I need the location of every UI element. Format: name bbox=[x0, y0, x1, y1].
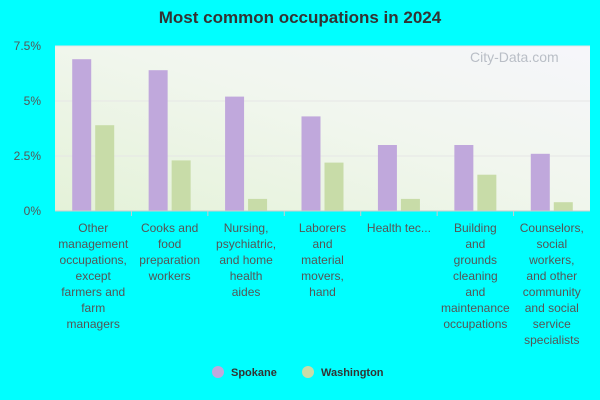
bar-spokane[interactable] bbox=[301, 116, 321, 211]
bar-spokane[interactable] bbox=[72, 59, 92, 212]
y-tick-label: 2.5% bbox=[14, 149, 42, 163]
bar-washington[interactable] bbox=[477, 174, 497, 211]
bar-washington[interactable] bbox=[400, 198, 420, 211]
bar-washington[interactable] bbox=[171, 160, 191, 211]
x-category-label: Health tec... bbox=[367, 221, 431, 235]
bar-washington[interactable] bbox=[553, 202, 573, 211]
y-tick-label: 5% bbox=[24, 94, 42, 108]
plot-area bbox=[55, 46, 590, 211]
legend-swatch-washington bbox=[302, 366, 314, 378]
legend-label-spokane: Spokane bbox=[231, 367, 277, 379]
legend-label-washington: Washington bbox=[321, 367, 384, 379]
bar-spokane[interactable] bbox=[148, 70, 168, 211]
watermark-text: City-Data.com bbox=[470, 49, 559, 65]
bar-spokane[interactable] bbox=[225, 96, 245, 211]
x-category-label: Nursing, psychiatric, and home health aides bbox=[216, 221, 276, 299]
bar-washington[interactable] bbox=[324, 162, 344, 211]
x-category-label: Counselors, social workers, and other commun… bbox=[520, 221, 584, 347]
bar-spokane[interactable] bbox=[377, 145, 397, 211]
legend-swatch-spokane bbox=[212, 366, 224, 378]
bar-washington[interactable] bbox=[248, 198, 268, 211]
y-tick-label: 0% bbox=[24, 204, 42, 218]
x-category-label: Laborers and material movers, hand bbox=[299, 221, 346, 299]
bar-spokane[interactable] bbox=[454, 145, 474, 211]
x-category-label: Building and grounds cleaning and maintenance… bbox=[441, 221, 510, 331]
chart-title: Most common occupations in 2024 bbox=[158, 8, 442, 27]
y-tick-label: 7.5% bbox=[14, 39, 42, 53]
x-category-label: Other management occupations, except farmers… bbox=[58, 221, 129, 331]
bar-washington[interactable] bbox=[95, 125, 115, 211]
bar-spokane[interactable] bbox=[530, 153, 550, 211]
x-category-label: Cooks and food preparation workers bbox=[139, 221, 200, 283]
